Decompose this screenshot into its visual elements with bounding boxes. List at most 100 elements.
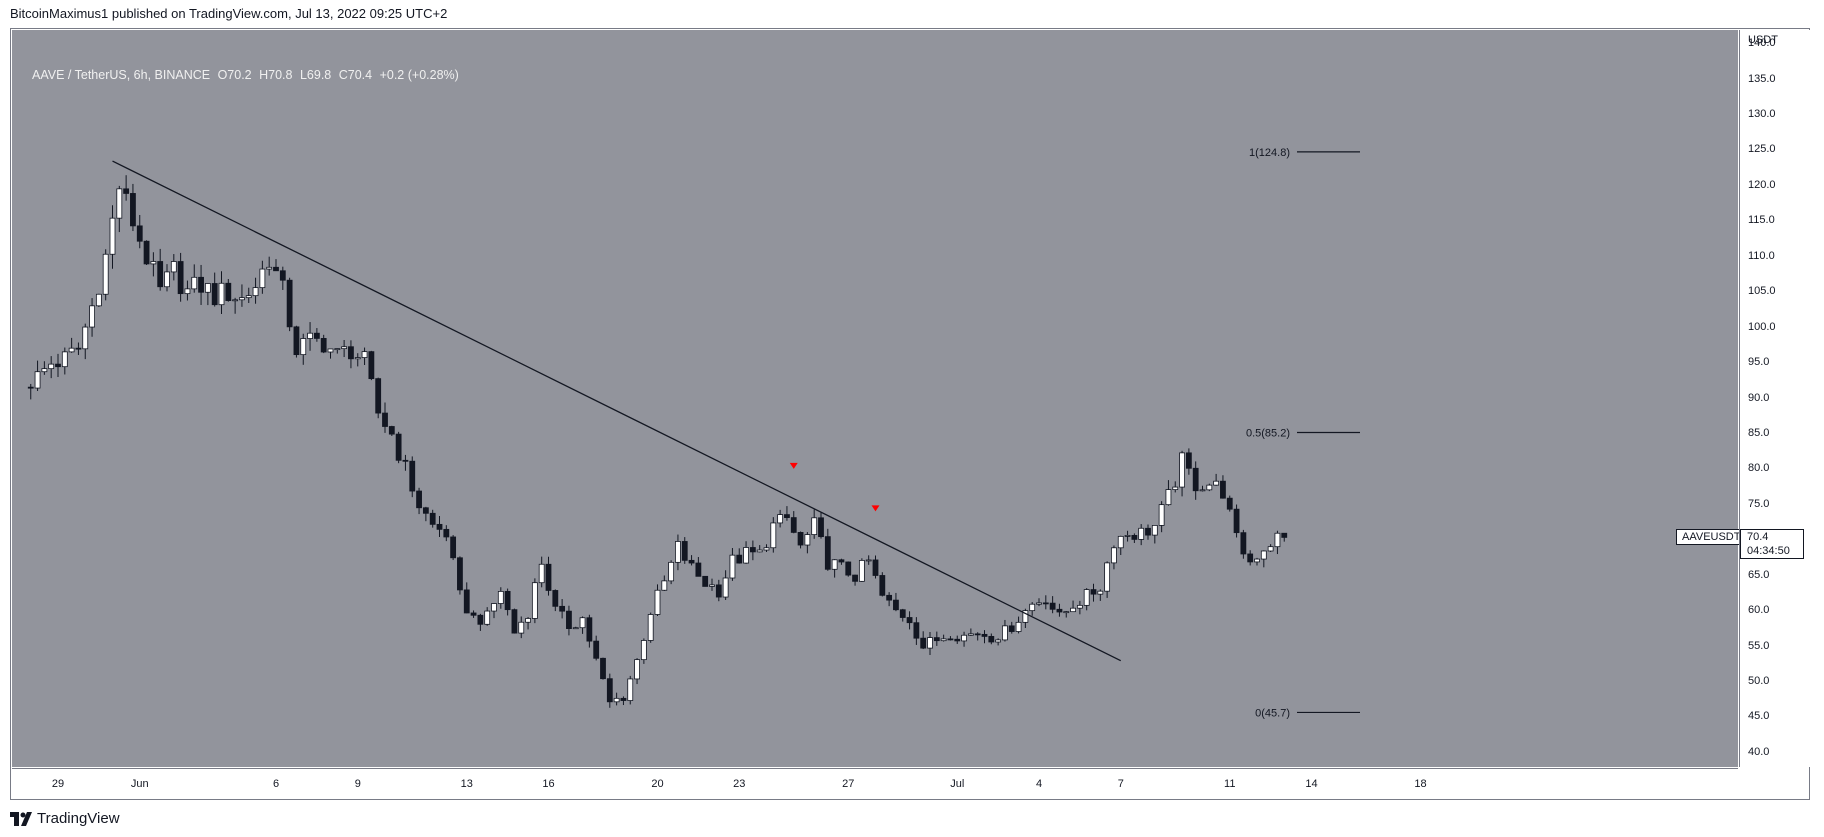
candle-body <box>225 282 232 301</box>
candle <box>511 608 518 634</box>
candle-body <box>259 268 266 289</box>
candle <box>402 454 409 471</box>
price-tick-label: 60.0 <box>1748 604 1770 617</box>
candle <box>259 260 266 294</box>
candle <box>136 214 143 249</box>
price-tick-label: 110.0 <box>1748 249 1775 262</box>
candle-body <box>688 559 695 564</box>
candle-body <box>368 351 375 380</box>
candle <box>273 259 279 272</box>
candle <box>1226 495 1233 512</box>
candle <box>300 333 307 365</box>
candle <box>1220 475 1226 499</box>
footer-brand: TradingView <box>37 810 120 827</box>
time-scale[interactable]: 29 Jun 6 9 13 16 20 23 27 Jul 4 7 11 14 18 <box>12 768 1738 799</box>
time-tick-label: 14 <box>1305 778 1318 790</box>
candles-layer <box>27 175 1288 708</box>
candle <box>566 605 572 636</box>
candle <box>695 557 702 577</box>
candle <box>198 264 204 305</box>
candle-body <box>940 638 947 642</box>
candle-body <box>743 547 749 564</box>
candle-body <box>981 633 988 637</box>
candle-body <box>1213 480 1220 486</box>
candle-body <box>388 426 395 435</box>
legend-low: L69.8 <box>299 68 332 82</box>
candle-body <box>586 617 593 642</box>
candle <box>538 556 545 588</box>
candle <box>27 383 34 400</box>
candle <box>600 657 606 680</box>
candle <box>579 616 586 634</box>
candle <box>858 558 865 582</box>
candle-body <box>566 610 572 629</box>
candle-body <box>661 580 668 591</box>
candle <box>593 635 600 661</box>
candle <box>457 556 463 595</box>
candle-body <box>913 622 920 639</box>
candle-body <box>348 346 354 360</box>
candle-body <box>1056 608 1063 613</box>
symbol-legend: AAVE / TetherUS, 6h, BINANCE O70.2 H70.8… <box>32 68 463 82</box>
price-scale[interactable]: USDT 140.0 135.0 130.0 125.0 120.0 115.0 110.0 1… <box>1739 30 1810 767</box>
candle-body <box>654 589 661 615</box>
candle <box>893 592 899 612</box>
candle <box>606 673 613 708</box>
candle-body <box>675 541 681 563</box>
candle-body <box>1233 508 1240 534</box>
candle <box>865 555 872 565</box>
candle-body <box>177 261 184 295</box>
candle-body <box>634 659 640 680</box>
time-tick-label: Jun <box>130 778 149 790</box>
candle <box>1124 530 1131 542</box>
candle-body <box>1274 532 1281 548</box>
candle <box>886 592 893 607</box>
candle <box>586 614 593 648</box>
candle <box>232 297 239 314</box>
candle-body <box>109 217 116 255</box>
price-tick-label: 105.0 <box>1748 285 1776 298</box>
candle <box>749 540 756 561</box>
candle <box>988 633 995 645</box>
candle <box>252 277 259 304</box>
candle <box>763 544 770 552</box>
candle-body <box>68 347 75 353</box>
candle <box>1185 448 1192 475</box>
candle <box>1022 608 1029 628</box>
candle <box>157 248 164 291</box>
candle-body <box>1165 489 1172 506</box>
price-tick-label: 75.0 <box>1748 497 1770 510</box>
chart-plot-area[interactable]: 1(124.8) 0.5(85.2) 0(45.7) AAVE / TetherUS… <box>12 30 1747 767</box>
candle-body <box>879 575 886 596</box>
candle-body <box>1063 611 1070 614</box>
candle <box>688 555 695 566</box>
candle-body <box>593 640 600 659</box>
bar-countdown: 04:34:50 <box>1747 545 1790 558</box>
price-chart[interactable]: 1(124.8) 0.5(85.2) 0(45.7) <box>12 30 1738 767</box>
candle <box>838 558 845 565</box>
candle <box>736 548 743 564</box>
candle <box>286 277 293 332</box>
candle <box>852 574 858 586</box>
price-tick-label: 85.0 <box>1748 426 1770 439</box>
candle-body <box>422 507 429 514</box>
candle-body <box>770 522 777 549</box>
candle <box>1165 480 1172 506</box>
candle-body <box>729 554 736 579</box>
candle-body <box>34 371 41 389</box>
candle-body <box>307 332 313 339</box>
candle-body <box>531 582 538 619</box>
candle <box>382 402 388 433</box>
time-tick-label: 6 <box>272 778 280 790</box>
candle-body <box>1226 497 1233 510</box>
candle <box>1240 529 1247 559</box>
fib-level-label: 0.5(85.2) <box>1246 428 1290 440</box>
candle <box>82 323 89 360</box>
candle-body <box>157 261 164 288</box>
candle <box>341 339 348 358</box>
candle-body <box>1220 480 1226 499</box>
candle-body <box>1117 535 1124 549</box>
legend-high: H70.8 <box>259 68 293 82</box>
candle-body <box>811 517 818 535</box>
candle-body <box>218 282 225 306</box>
